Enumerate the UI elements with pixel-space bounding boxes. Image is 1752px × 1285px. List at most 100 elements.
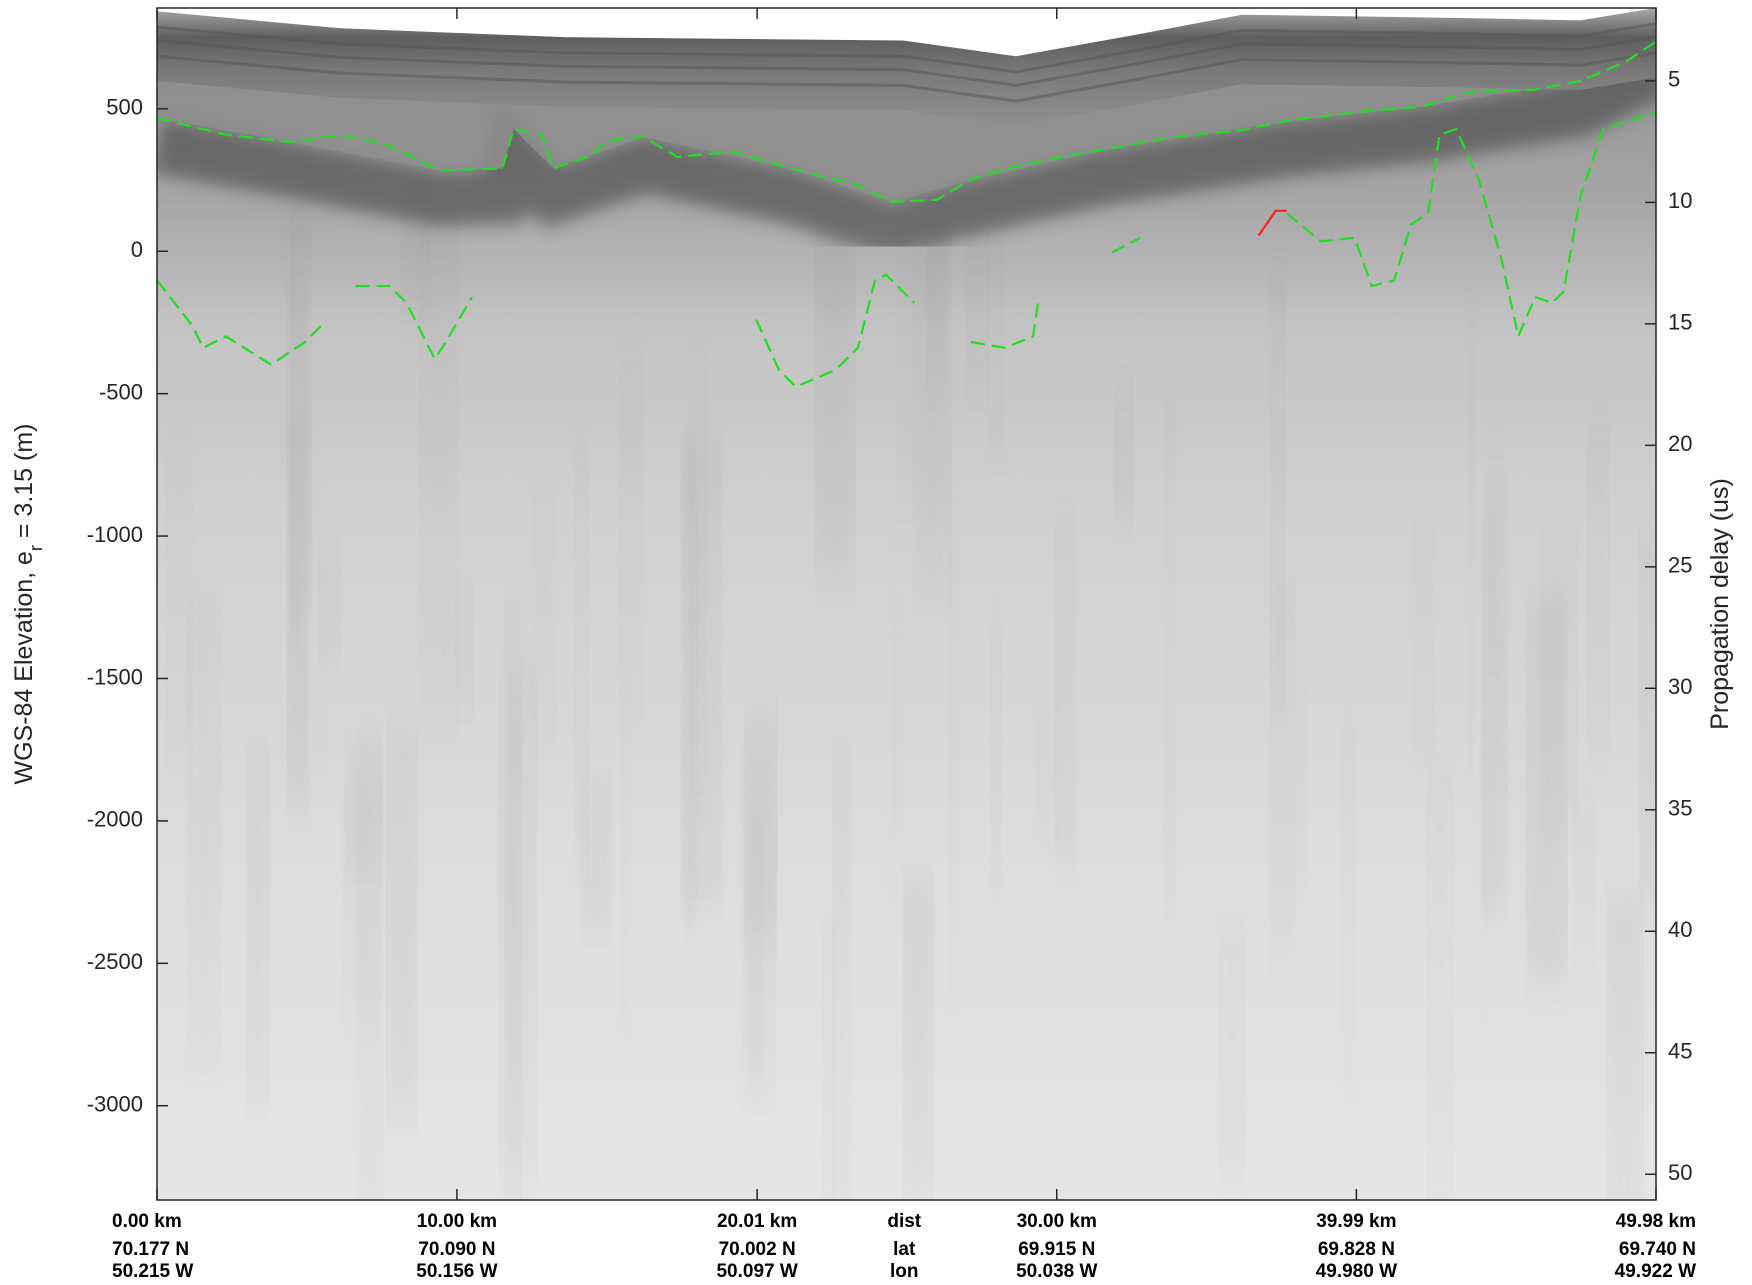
echogram-streak <box>833 748 850 1200</box>
echogram-streak <box>1428 757 1452 1200</box>
x-tick-label: 10.00 km <box>417 1211 497 1232</box>
echogram-streak <box>1479 734 1488 1010</box>
echogram-streak <box>1413 522 1433 754</box>
y2-tick-label: 20 <box>1668 431 1692 456</box>
layer-pick <box>157 111 1656 389</box>
y2-axis-label: Propagation delay (us) <box>1706 478 1734 730</box>
echogram-streak <box>621 651 630 1037</box>
echogram-streak <box>887 528 894 909</box>
echogram-streak <box>991 613 1001 898</box>
lat-label: 69.740 N <box>1619 1239 1696 1260</box>
y2-tick-label: 5 <box>1668 67 1680 92</box>
echogram-streak <box>456 582 473 712</box>
echogram-streak <box>1542 521 1575 827</box>
y2-tick-label: 10 <box>1668 188 1692 213</box>
lon-label: 49.922 W <box>1615 1261 1696 1280</box>
clutter-stripe <box>157 51 1656 103</box>
layer-pick <box>157 40 1656 204</box>
echogram-streak <box>620 358 642 719</box>
y-tick-label: -1500 <box>87 664 143 689</box>
x-tick-label: 39.99 km <box>1316 1211 1396 1232</box>
echogram-streak <box>749 820 762 1085</box>
y2-tick-label: 50 <box>1668 1160 1692 1185</box>
echogram-streak <box>188 589 220 1065</box>
lon-label: 50.156 W <box>416 1261 497 1280</box>
surface-echo <box>157 45 1656 259</box>
echogram-streak <box>897 209 912 535</box>
y-tick-label: -1000 <box>87 522 143 547</box>
row-label: dist <box>887 1211 921 1232</box>
x-tick-label: 30.00 km <box>1017 1211 1097 1232</box>
echogram-streak <box>1575 798 1594 955</box>
x-tick-label: 0.00 km <box>112 1211 182 1232</box>
y2-tick-label: 15 <box>1668 310 1692 335</box>
echogram-streak <box>1608 895 1641 1200</box>
plot-frame <box>156 7 1657 1201</box>
y-tick-label: -2500 <box>87 949 143 974</box>
y-tick-label: -500 <box>99 379 143 404</box>
lon-label: 50.038 W <box>1016 1261 1097 1280</box>
x-tick-label: 49.98 km <box>1616 1211 1696 1232</box>
row-label: lon <box>890 1261 919 1280</box>
lon-label: 49.980 W <box>1316 1261 1397 1280</box>
echogram-streak <box>1294 680 1305 895</box>
lat-label: 69.915 N <box>1018 1239 1095 1260</box>
echogram-streak <box>247 750 268 1103</box>
y-axis-label-part: = 3.15 (m) <box>10 423 38 545</box>
echogram-streak <box>357 736 382 1200</box>
y2-tick-label: 40 <box>1668 917 1692 942</box>
echogram-streak <box>1467 299 1474 774</box>
air <box>157 8 1656 57</box>
echogram-streak <box>904 879 932 1193</box>
echogram-streak <box>1641 685 1653 1090</box>
picks <box>157 40 1656 389</box>
y2-tick-label: 35 <box>1668 796 1692 821</box>
y-axis-label-sub: r <box>26 545 46 551</box>
lat-label: 70.177 N <box>112 1239 189 1260</box>
echogram-streak <box>167 450 192 757</box>
lon-label: 50.097 W <box>716 1261 797 1280</box>
echogram-streak <box>314 486 327 771</box>
echogram-streak <box>1219 923 1244 1184</box>
echogram-streak <box>388 723 416 1121</box>
y2-tick-label: 30 <box>1668 674 1692 699</box>
echogram-streak <box>988 187 1004 458</box>
y-tick-label: -3000 <box>87 1092 143 1117</box>
lat-label: 70.090 N <box>418 1239 495 1260</box>
echogram-streak <box>966 209 987 396</box>
layer-pick <box>1257 209 1287 237</box>
y-axis-label-part: WGS-84 Elevation, e <box>10 551 38 784</box>
y-axis-label: WGS-84 Elevation, er = 3.15 (m) <box>10 423 46 784</box>
y-tick-label: -2000 <box>87 807 143 832</box>
echogram-streak <box>1488 438 1503 662</box>
echogram-streak <box>1271 582 1293 959</box>
echogram-streak <box>892 608 902 832</box>
echogram-streak <box>1588 423 1608 752</box>
lat-label: 70.002 N <box>719 1239 796 1260</box>
echogram-streak <box>1341 723 1356 1090</box>
y-tick-label: 0 <box>131 237 143 262</box>
clutter-band <box>157 8 1656 126</box>
clutter-stripe <box>157 35 1656 87</box>
y2-tick-label: 25 <box>1668 553 1692 578</box>
y-tick-label: 500 <box>106 95 143 120</box>
lon-label: 50.215 W <box>112 1261 193 1280</box>
echogram-streak <box>281 222 293 470</box>
clutter-stripe <box>157 22 1656 74</box>
echogram <box>157 8 1656 1200</box>
echogram-streak <box>289 407 309 810</box>
echogram-streak <box>1497 614 1506 804</box>
row-label: lat <box>893 1239 916 1260</box>
echogram-streak <box>948 499 959 997</box>
echogram-streak <box>822 918 835 1200</box>
echogram-streak <box>1164 388 1176 923</box>
lat-label: 69.828 N <box>1318 1239 1395 1260</box>
echogram-streak <box>575 439 589 867</box>
echogram-streak <box>816 227 853 581</box>
echogram-streak <box>1036 687 1057 847</box>
echogram-streak <box>684 440 720 903</box>
x-tick-label: 20.01 km <box>717 1211 797 1232</box>
echogram-streak <box>1115 378 1132 532</box>
